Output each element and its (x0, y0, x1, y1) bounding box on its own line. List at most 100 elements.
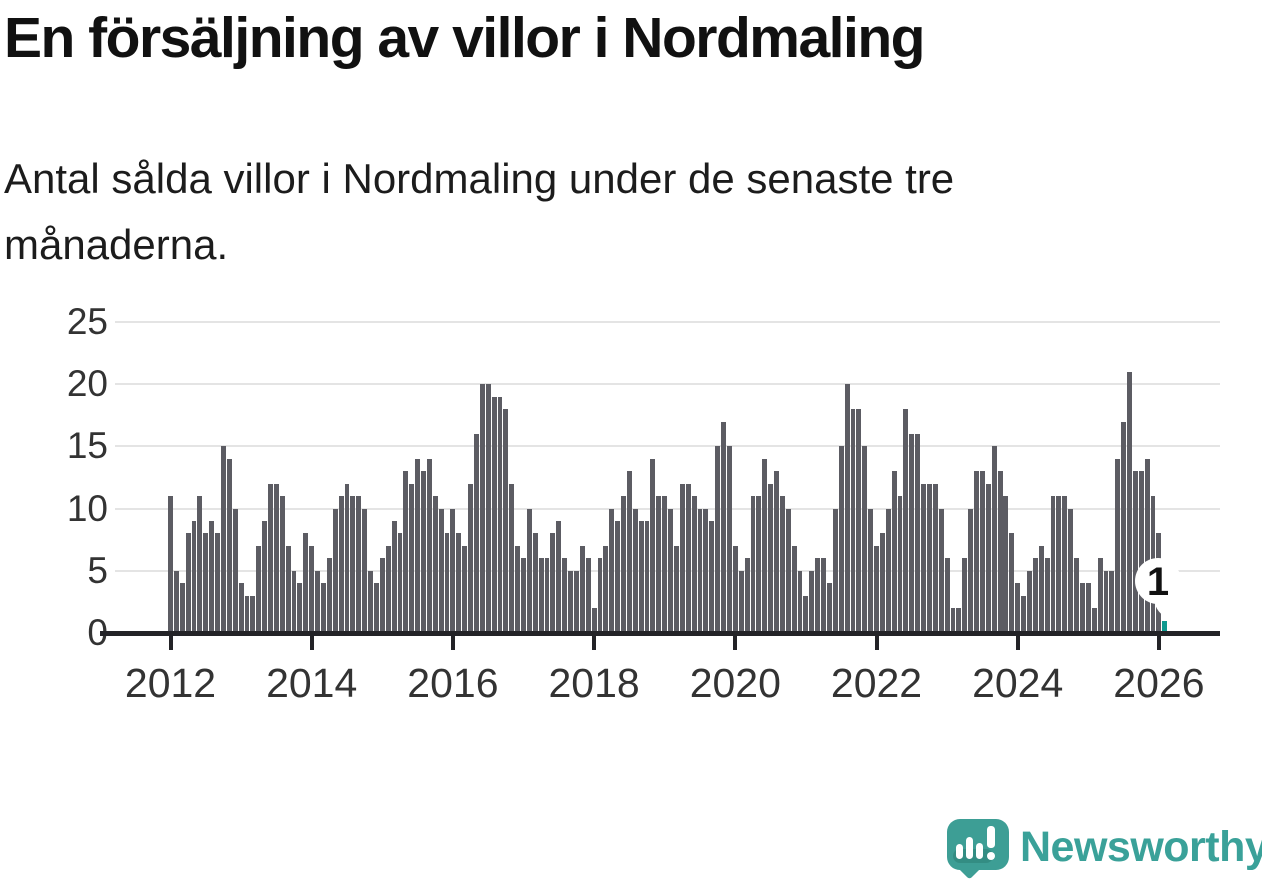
bar (832, 509, 838, 633)
bar (450, 509, 456, 633)
y-axis-label: 15 (66, 425, 108, 467)
bar (726, 446, 732, 633)
bar (444, 533, 450, 633)
y-axis-label: 10 (66, 487, 108, 529)
svg-text:1: 1 (1147, 560, 1169, 604)
bar (526, 509, 532, 633)
logo-chart-bar-icon (956, 844, 963, 859)
gridline (115, 507, 1220, 510)
bar (803, 596, 809, 633)
bar (521, 558, 526, 633)
bar (574, 571, 579, 633)
bar (715, 446, 721, 633)
bar (585, 558, 591, 633)
x-axis-label: 2012 (124, 660, 217, 706)
bar (1103, 571, 1109, 633)
bar (603, 546, 609, 633)
bar (721, 422, 726, 633)
bar (932, 484, 938, 633)
bar (321, 583, 326, 633)
bar (791, 546, 797, 633)
bar (538, 558, 544, 633)
bar (909, 434, 915, 633)
gridline (115, 569, 1220, 572)
bar (656, 496, 662, 633)
x-axis-tick (168, 636, 173, 650)
bar (691, 496, 697, 633)
value-callout: 1 (1134, 556, 1186, 622)
y-axis-label: 5 (87, 549, 108, 591)
bar (168, 496, 173, 633)
bar (1121, 422, 1127, 633)
bar (338, 496, 344, 633)
bar (826, 583, 832, 633)
bar (344, 484, 350, 633)
bar (415, 459, 421, 633)
bar (615, 521, 621, 633)
bar (762, 459, 768, 633)
bar (850, 409, 856, 633)
bar (897, 496, 903, 633)
bar (703, 509, 709, 633)
bar (203, 533, 209, 633)
bar (679, 484, 685, 633)
bar (503, 409, 509, 633)
bar (368, 571, 373, 633)
bar (709, 521, 715, 633)
bar (291, 571, 297, 633)
highlight-bar (1162, 621, 1168, 633)
bar (685, 484, 691, 633)
bar (979, 471, 985, 633)
bar (768, 484, 774, 633)
bar (562, 558, 568, 633)
bar (173, 571, 179, 633)
bar (197, 496, 203, 633)
bar (244, 596, 250, 633)
x-axis-label: 2014 (266, 660, 358, 706)
bar (821, 558, 826, 633)
bar (891, 471, 897, 633)
y-axis-label: 0 (87, 612, 108, 653)
bar (550, 533, 556, 633)
bar (750, 496, 756, 633)
bar (232, 509, 238, 633)
y-axis-label: 20 (66, 363, 108, 405)
bar (809, 571, 815, 633)
x-axis-tick (450, 636, 455, 650)
logo-speech-bubble-icon (947, 819, 1009, 879)
bar (915, 434, 921, 633)
x-axis-tick (1156, 636, 1161, 650)
bar (1050, 496, 1056, 633)
bar (362, 509, 368, 633)
bar (1038, 546, 1044, 633)
bar (797, 571, 803, 633)
newsworthy-logo: Newsworthy (947, 819, 1262, 879)
bar (644, 521, 650, 633)
page-subtitle: Antal sålda villor i Nordmaling under de… (4, 155, 955, 269)
bar (468, 484, 473, 633)
bar (1062, 496, 1068, 633)
logo-exclamation-icon (987, 826, 995, 848)
bar (491, 397, 497, 633)
bar (1074, 558, 1079, 633)
bar (638, 521, 644, 633)
bar (221, 446, 226, 633)
bar (303, 533, 309, 633)
bar (879, 533, 885, 633)
x-axis-label: 2018 (548, 660, 640, 706)
bar (962, 558, 968, 633)
bar (350, 496, 356, 633)
bar (609, 509, 615, 633)
bar (597, 558, 603, 633)
x-axis-tick (592, 636, 597, 650)
bar (279, 496, 285, 633)
bar (191, 521, 197, 633)
x-axis-tick (309, 636, 314, 650)
bar (626, 471, 632, 633)
bar (409, 484, 415, 633)
bar (1003, 496, 1009, 633)
bar (874, 546, 879, 633)
bar (1115, 459, 1121, 633)
